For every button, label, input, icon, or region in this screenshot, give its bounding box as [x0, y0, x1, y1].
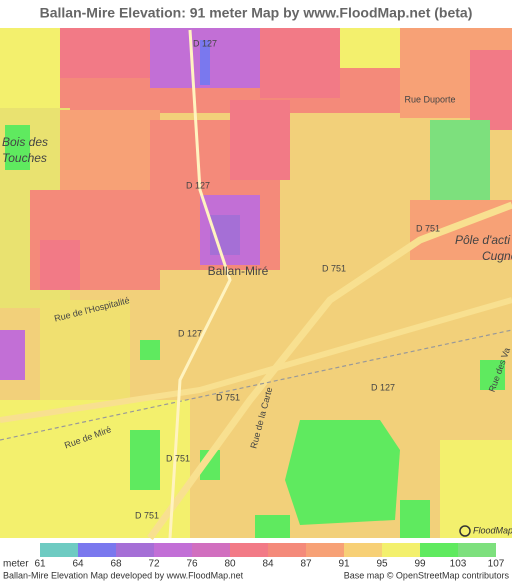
place-label: Touches: [2, 151, 47, 165]
legend-tick-label: 84: [262, 559, 274, 570]
watermark-icon: [459, 525, 471, 537]
road-label: D 751: [166, 453, 190, 463]
road-label: D 751: [322, 263, 346, 273]
legend-swatch: [382, 543, 420, 557]
legend-swatch: [344, 543, 382, 557]
legend-tick-label: 95: [376, 559, 388, 570]
legend-tick-label: 87: [300, 559, 312, 570]
legend-tick-label: 91: [338, 559, 350, 570]
legend-unit: meter: [3, 559, 29, 570]
legend-swatch: [154, 543, 192, 557]
legend-tick-label: 68: [110, 559, 122, 570]
footer-left: Ballan-Mire Elevation Map developed by w…: [3, 570, 244, 580]
road-label: D 751: [135, 510, 159, 520]
road-label: Rue Duporte: [404, 94, 455, 104]
legend-swatch: [230, 543, 268, 557]
legend-tick-label: 64: [72, 559, 84, 570]
road-label: D 751: [216, 392, 240, 402]
place-label: Pôle d'acti: [455, 233, 510, 247]
legend-swatch: [116, 543, 154, 557]
place-label: Cugno: [482, 249, 512, 263]
town-label: Ballan-Miré: [208, 264, 269, 278]
legend-swatch: [268, 543, 306, 557]
legend-swatch: [40, 543, 78, 557]
legend-tick-label: 76: [186, 559, 198, 570]
legend: meter 61 64 68 72 76 80 84 87 91 95 99 103 107: [3, 543, 505, 570]
legend-swatch: [78, 543, 116, 557]
road-label: D 127: [178, 328, 202, 338]
watermark: FloodMap.net: [473, 525, 512, 535]
road-label: D 751: [416, 223, 440, 233]
legend-swatch: [192, 543, 230, 557]
legend-tick-label: 107: [488, 559, 505, 570]
legend-swatch: [306, 543, 344, 557]
footer-right: Base map © OpenStreetMap contributors: [344, 570, 510, 580]
road-label: D 127: [186, 180, 210, 190]
legend-tick-label: 99: [414, 559, 426, 570]
legend-tick-label: 72: [148, 559, 160, 570]
place-label: Bois des: [2, 135, 48, 149]
road-label: D 127: [371, 382, 395, 392]
legend-tick-label: 103: [450, 559, 467, 570]
title: Ballan-Mire Elevation: 91 meter Map by w…: [40, 5, 473, 21]
legend-swatch: [420, 543, 458, 557]
legend-tick-label: 61: [34, 559, 46, 570]
elevation-map: [0, 28, 512, 541]
legend-swatch: [458, 543, 496, 557]
road-label: D 127: [193, 38, 217, 48]
legend-tick-label: 80: [224, 559, 236, 570]
title-bar: [0, 0, 512, 28]
